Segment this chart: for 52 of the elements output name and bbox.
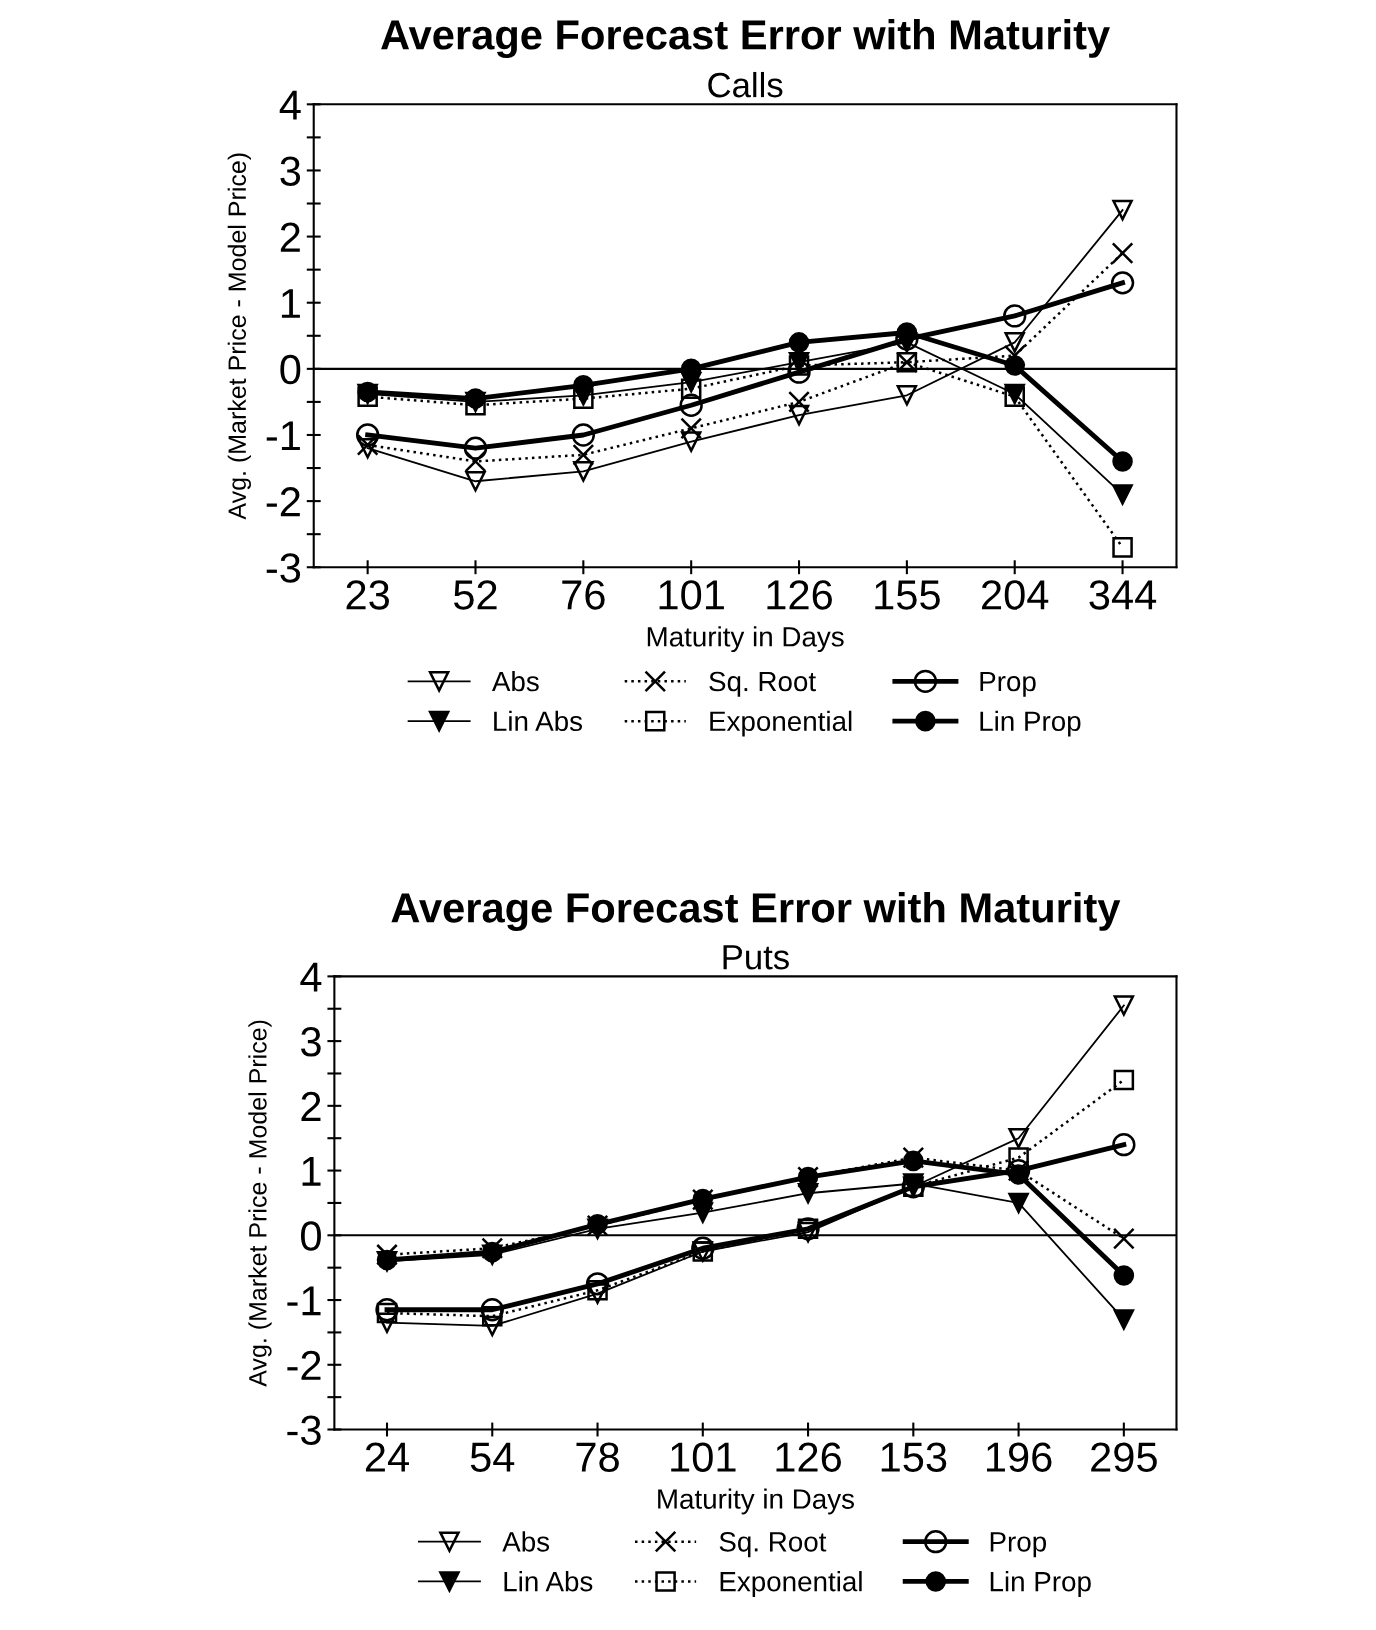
legend-label: Lin Prop (990, 1571, 1091, 1597)
y-tick-label: 3 (300, 1027, 321, 1057)
y-tick-label: 0 (301, 1221, 321, 1251)
x-tick-label: 101 (671, 1442, 736, 1472)
y-tick-label: -2 (287, 1350, 321, 1380)
x-axis-title: Maturity in Days (647, 626, 844, 653)
y-tick-label: 0 (280, 354, 301, 385)
y-tick-label: 1 (281, 289, 300, 318)
legend-label: Sq. Root (719, 1531, 827, 1558)
chart-title: Average Forecast Error with Maturity (391, 892, 1121, 932)
x-tick-label: 76 (562, 580, 605, 610)
legend-label: Lin Abs (504, 1571, 593, 1592)
x-tick-label: 344 (1089, 580, 1157, 610)
x-tick-label: 196 (987, 1442, 1052, 1472)
x-tick-label: 126 (776, 1442, 841, 1472)
legend-label: Sq. Root (709, 671, 816, 697)
x-tick-label: 153 (881, 1442, 947, 1472)
legend-label: Prop (990, 1532, 1047, 1558)
x-axis-title: Maturity in Days (658, 1488, 854, 1515)
y-tick-label: -1 (287, 1286, 321, 1316)
y-tick-label: 4 (300, 962, 322, 992)
legend-label: Prop (980, 671, 1036, 697)
x-tick-label: 101 (659, 580, 724, 610)
x-tick-label: 52 (453, 580, 497, 610)
legend-label: Abs (491, 670, 539, 692)
y-tick-label: -3 (266, 553, 301, 583)
y-tick-label: -2 (266, 487, 300, 517)
legend-label: Lin Abs (494, 710, 583, 732)
y-axis-title: Avg. (Market Price - Model Price) (227, 153, 251, 520)
x-tick-label: 295 (1091, 1442, 1157, 1472)
chart-subtitle: Calls (708, 71, 783, 98)
x-tick-label: 155 (875, 580, 940, 610)
y-tick-label: -3 (287, 1415, 321, 1446)
x-tick-label: 126 (767, 580, 832, 610)
y-tick-label: 2 (301, 1091, 321, 1121)
legend-label: Abs (502, 1531, 550, 1552)
y-tick-label: 1 (302, 1157, 321, 1186)
y-axis-title: Avg. (Market Price - Model Price) (248, 1020, 272, 1387)
y-tick-label: 3 (280, 156, 301, 186)
legend-label: Exponential (710, 710, 852, 737)
legend-label: Lin Prop (980, 710, 1081, 737)
y-tick-label: 2 (280, 222, 300, 252)
x-tick-label: 24 (365, 1442, 409, 1472)
x-tick-label: 78 (576, 1442, 619, 1472)
chart-subtitle: Puts (723, 945, 789, 970)
x-tick-label: 54 (470, 1442, 515, 1472)
x-tick-label: 204 (982, 580, 1049, 610)
y-tick-label: 4 (279, 90, 301, 120)
chart-title: Average Forecast Error with Maturity (381, 19, 1110, 59)
x-tick-label: 23 (346, 580, 389, 610)
y-tick-label: -1 (266, 421, 300, 451)
legend-label: Exponential (720, 1571, 862, 1597)
